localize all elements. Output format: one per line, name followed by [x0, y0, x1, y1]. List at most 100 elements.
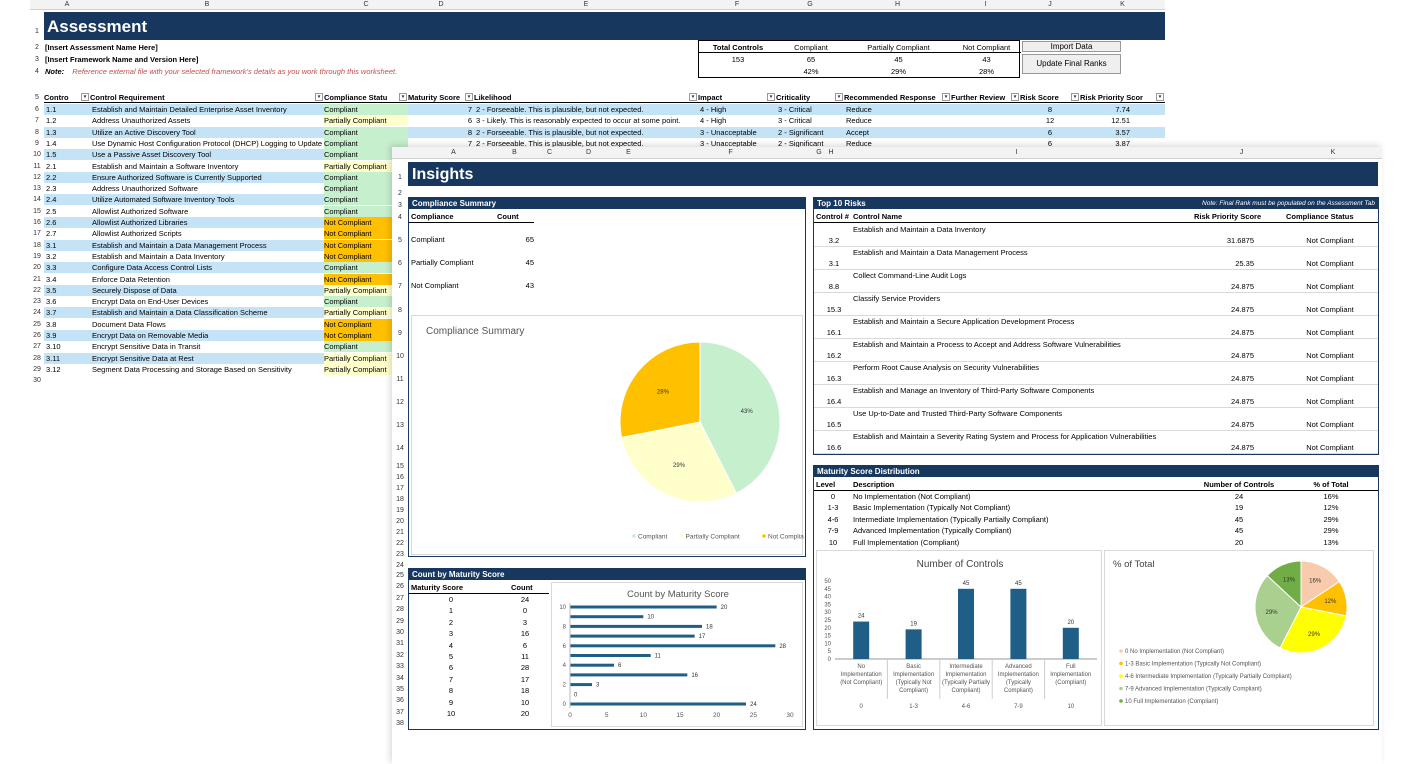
column-filter-header[interactable]: Impact ▾ — [698, 92, 776, 103]
x-tick-label: 30 — [786, 712, 794, 719]
compliance-status[interactable]: Compliant — [324, 194, 408, 206]
table-row[interactable]: 2.2 Ensure Authorized Software is Current… — [44, 171, 1165, 183]
table-row[interactable]: 3.5 Securely Dispose of Data Partially Com… — [44, 284, 1165, 296]
top10-row[interactable]: Collect Command-Line Audit Logs 8.8 24.875… — [814, 270, 1378, 293]
compliance-status[interactable]: Partially Compliant — [324, 115, 408, 127]
compliance-status[interactable]: Compliant — [324, 296, 408, 308]
compliance-status[interactable]: Partially Compliant — [324, 307, 408, 319]
assessment-name-placeholder[interactable]: [Insert Assessment Name Here] — [45, 43, 158, 52]
table-row[interactable]: 3.1 Establish and Maintain a Data Managem… — [44, 239, 1165, 251]
maturity-count-value: 20 — [520, 709, 530, 718]
compliance-status[interactable]: Compliant — [324, 183, 408, 195]
top10-row[interactable]: Establish and Maintain a Secure Applicat… — [814, 316, 1378, 339]
compliance-status[interactable]: Compliant — [324, 341, 408, 353]
filter-dropdown-icon[interactable]: ▾ — [942, 93, 950, 101]
compliance-status[interactable]: Compliant — [324, 149, 408, 161]
table-row[interactable]: 2.5 Allowlist Authorized Software Complian… — [44, 205, 1165, 217]
top10-row[interactable]: Perform Root Cause Analysis on Security … — [814, 362, 1378, 385]
table-row[interactable]: 2.6 Allowlist Authorized Libraries Not Com… — [44, 217, 1165, 228]
compliance-status[interactable]: Not Compliant — [324, 273, 408, 285]
compliance-status[interactable]: Compliant — [324, 137, 408, 149]
table-row[interactable]: 3.12 Segment Data Processing and Storage … — [44, 363, 1165, 375]
framework-placeholder[interactable]: [Insert Framework Name and Version Here] — [45, 55, 199, 64]
compliance-status[interactable]: Partially Compliant — [324, 160, 408, 172]
row-number: 24 — [33, 309, 41, 317]
table-row[interactable]: 2.1 Establish and Maintain a Software Inv… — [44, 160, 1165, 172]
maturity-level: 0 — [830, 492, 836, 501]
control-id: 3.3 — [46, 263, 57, 273]
table-row[interactable]: 3.4 Enforce Data Retention Not Compliant — [44, 273, 1165, 285]
column-filter-header[interactable]: Maturity Score ▾ — [408, 92, 474, 103]
compliance-status[interactable]: Partially Compliant — [324, 284, 408, 296]
table-row[interactable]: 3.10 Encrypt Sensitive Data in Transit Com… — [44, 341, 1165, 353]
filter-dropdown-icon[interactable]: ▾ — [465, 93, 473, 101]
compliance-status[interactable]: Not Compliant — [324, 239, 408, 251]
column-filter-header[interactable]: Control Requirement ▾ — [90, 92, 324, 103]
table-row[interactable]: 2.3 Address Unauthorized Software Complian… — [44, 183, 1165, 195]
count-by-maturity-chart[interactable]: Count by Maturity Score 0 5 10 15 20 25 30 24 0 3 1… — [551, 582, 803, 727]
filter-dropdown-icon[interactable]: ▾ — [81, 93, 89, 101]
top10-row[interactable]: Establish and Maintain a Severity Rating… — [814, 431, 1378, 454]
compliance-status[interactable]: Not Compliant — [324, 228, 408, 240]
filter-dropdown-icon[interactable]: ▾ — [835, 93, 843, 101]
compliance-status[interactable]: Not Compliant — [324, 330, 408, 341]
y-tick-label: 35 — [824, 602, 831, 608]
import-data-button[interactable]: Import Data — [1022, 41, 1121, 52]
table-row[interactable]: 1.5 Use a Passive Asset Discovery Tool Com… — [44, 149, 1165, 161]
filter-dropdown-icon[interactable]: ▾ — [315, 93, 323, 101]
maturity-count-value: 3 — [522, 617, 528, 627]
control-requirement: Securely Dispose of Data — [92, 285, 177, 295]
compliance-status[interactable]: Compliant — [324, 104, 408, 115]
compliance-status[interactable]: Not Compliant — [324, 318, 408, 330]
filter-dropdown-icon[interactable]: ▾ — [1011, 93, 1019, 101]
number-of-controls-chart[interactable]: Number of Controls 0 5 10 15 20 25 30 35 40 45 50 24… — [816, 550, 1102, 726]
filter-dropdown-icon[interactable]: ▾ — [1071, 93, 1079, 101]
compliance-status[interactable]: Compliant — [324, 262, 408, 274]
y-tick-label: 25 — [824, 618, 831, 624]
table-row[interactable]: 2.4 Utilize Automated Software Inventory … — [44, 194, 1165, 206]
column-letter: I — [984, 1, 987, 8]
percent-of-total-chart[interactable]: % of Total 16% 12% 29% 29% 13% 0 No Implementa… — [1104, 550, 1374, 726]
table-row[interactable]: 3.8 Document Data Flows Not Compliant — [44, 318, 1165, 330]
table-row[interactable]: 3.9 Encrypt Data on Removable Media Not Co… — [44, 330, 1165, 341]
compliance-pie-chart[interactable]: Compliance Summary 43% 29% 28% Compliant Part… — [411, 315, 809, 555]
compliance-status[interactable]: Not Compliant — [324, 250, 408, 262]
top10-row[interactable]: Establish and Manage an Inventory of Thi… — [814, 385, 1378, 408]
table-row[interactable]: 3.7 Establish and Maintain a Data Classif… — [44, 307, 1165, 319]
top10-row[interactable]: Use Up-to-Date and Trusted Third-Party S… — [814, 408, 1378, 431]
compliance-status[interactable]: Compliant — [324, 205, 408, 217]
column-filter-header[interactable]: Criticality ▾ — [776, 92, 844, 103]
x-level-label: 10 — [1067, 704, 1074, 710]
column-filter-header[interactable]: Risk Priority Scor ▾ — [1080, 92, 1165, 103]
top10-row[interactable]: Establish and Maintain a Data Inventory 3… — [814, 224, 1378, 247]
column-filter-header[interactable]: Compliance Statu ▾ — [324, 92, 408, 103]
column-filter-header[interactable]: Likelihood ▾ — [474, 92, 698, 103]
control-requirement: Encrypt Sensitive Data in Transit — [92, 342, 201, 352]
filter-dropdown-icon[interactable]: ▾ — [689, 93, 697, 101]
table-row[interactable]: 2.7 Allowlist Authorized Scripts Not Compl… — [44, 228, 1165, 240]
table-row[interactable]: 3.2 Establish and Maintain a Data Invento… — [44, 250, 1165, 262]
filter-dropdown-icon[interactable]: ▾ — [1156, 93, 1164, 101]
table-row[interactable]: 3.6 Encrypt Data on End-User Devices Compl… — [44, 296, 1165, 308]
top10-row[interactable]: Classify Service Providers 15.3 24.875 Not … — [814, 293, 1378, 316]
compliance-status[interactable]: Not Compliant — [324, 217, 408, 228]
table-row[interactable]: 3.11 Encrypt Sensitive Data at Rest Partia… — [44, 352, 1165, 364]
column-filter-header[interactable]: Contro ▾ — [44, 92, 90, 103]
update-final-ranks-button[interactable]: Update Final Ranks — [1022, 54, 1121, 74]
compliance-status[interactable]: Partially Compliant — [324, 363, 408, 375]
compliance-status[interactable]: Partially Compliant — [324, 352, 408, 364]
column-filter-header[interactable]: Further Review ▾ — [951, 92, 1020, 103]
compliance-status[interactable]: Compliant — [324, 126, 408, 138]
filter-dropdown-icon[interactable]: ▾ — [767, 93, 775, 101]
table-row[interactable]: 1.2 Address Unauthorized Assets Partially … — [44, 115, 1165, 127]
table-row[interactable]: 1.4 Use Dynamic Host Configuration Protoc… — [44, 137, 1165, 149]
column-filter-header[interactable]: Recommended Response ▾ — [844, 92, 951, 103]
top10-row[interactable]: Establish and Maintain a Data Management… — [814, 247, 1378, 270]
table-row[interactable]: 3.3 Configure Data Access Control Lists Co… — [44, 262, 1165, 274]
filter-dropdown-icon[interactable]: ▾ — [399, 93, 407, 101]
table-row[interactable]: 1.3 Utilize an Active Discovery Tool Compl… — [44, 126, 1165, 138]
table-row[interactable]: 1.1 Establish and Maintain Detailed Enter… — [44, 104, 1165, 115]
compliance-status[interactable]: Compliant — [324, 171, 408, 183]
top10-row[interactable]: Establish and Maintain a Process to Acce… — [814, 339, 1378, 362]
column-filter-header[interactable]: Risk Score ▾ — [1020, 92, 1080, 103]
